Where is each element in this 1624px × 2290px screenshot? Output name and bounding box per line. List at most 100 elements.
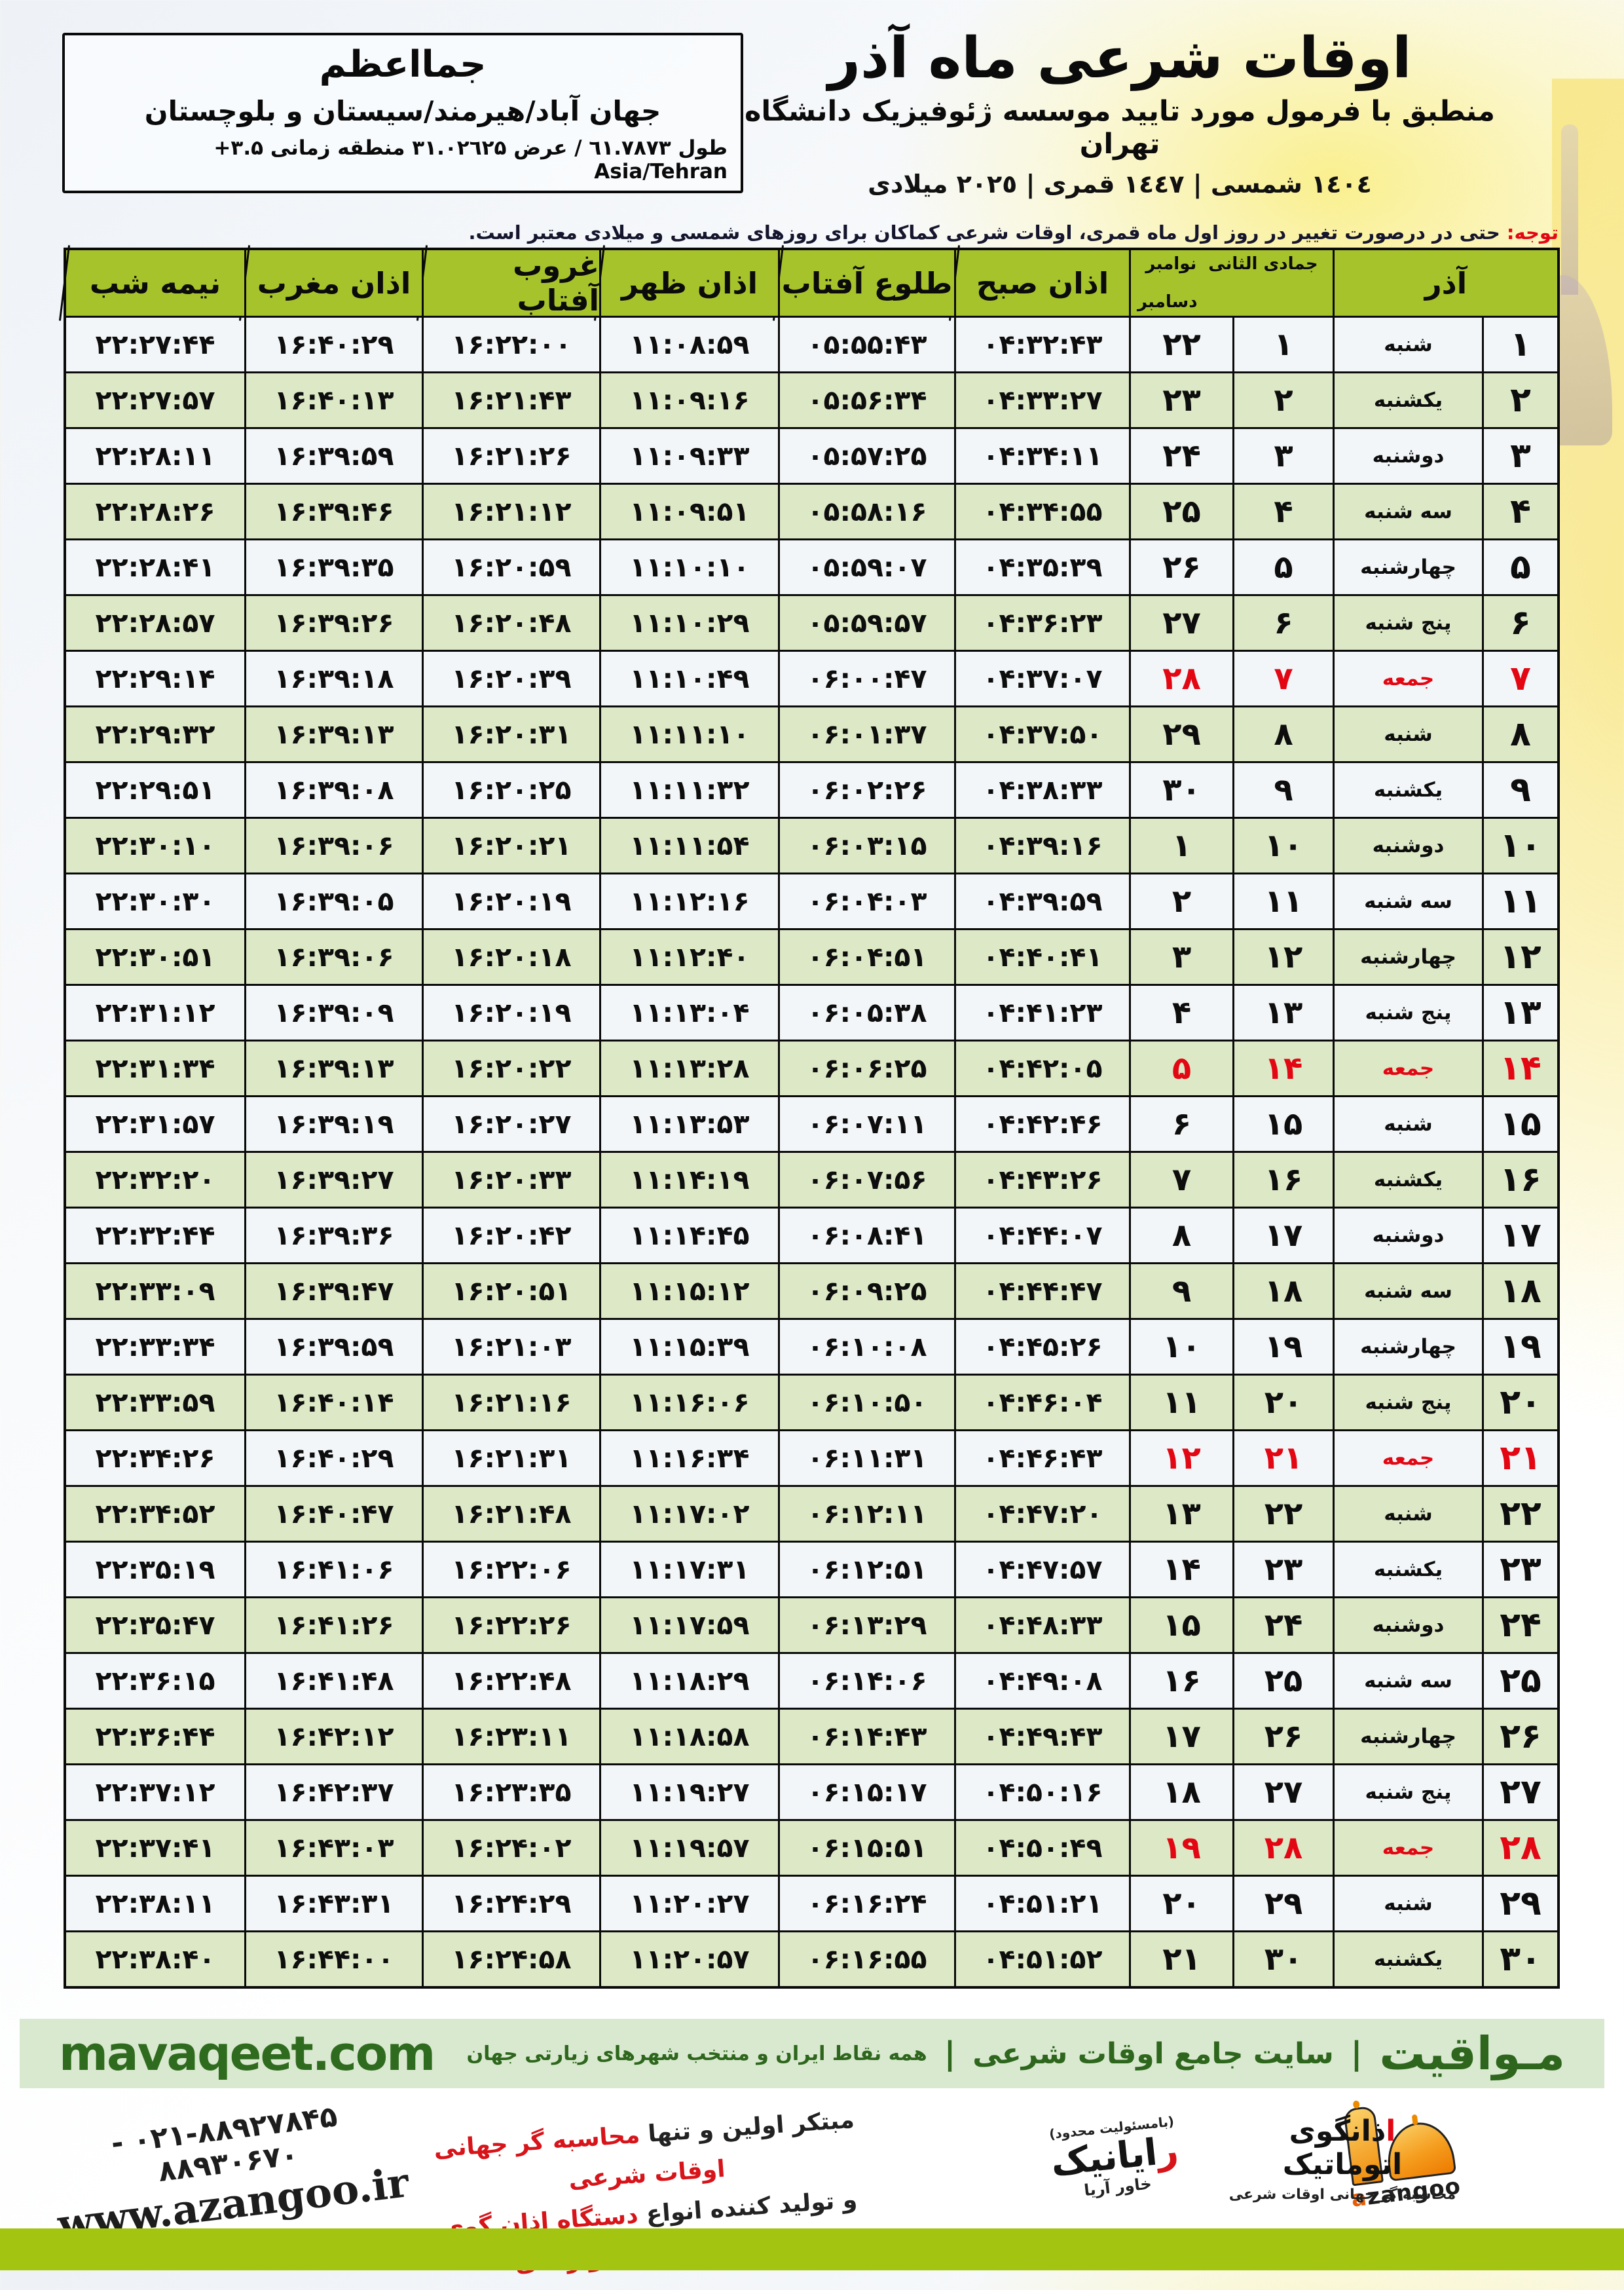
fajr-time-cell: ۰۴:۴۱:۲۳	[956, 986, 1129, 1040]
gregorian-day-cell: ۱	[1131, 819, 1232, 873]
fajr-time-cell: ۰۴:۴۶:۰۴	[956, 1376, 1129, 1429]
midnight-time-cell: ۲۲:۳۳:۵۹	[66, 1376, 244, 1429]
maghrib-time-cell: ۱۶:۳۹:۱۹	[246, 1097, 422, 1151]
azar-day-cell: ۱۹	[1484, 1320, 1557, 1374]
gregorian-day-cell: ۱۹	[1131, 1821, 1232, 1875]
dhuhr-time-cell: ۱۱:۱۱:۳۲	[601, 763, 778, 817]
maghrib-time-cell: ۱۶:۴۱:۲۶	[246, 1598, 422, 1652]
maghrib-time-cell: ۱۶:۳۹:۱۳	[246, 1042, 422, 1095]
fajr-time-cell: ۰۴:۴۷:۵۷	[956, 1543, 1129, 1596]
azar-day-cell: ۲۰	[1484, 1376, 1557, 1429]
location-box: جمااعظم جهان آباد/هیرمند/سیستان و بلوچست…	[62, 33, 743, 193]
sunset-time-cell: ۱۶:۲۳:۳۵	[424, 1765, 599, 1819]
azar-day-cell: ۱۷	[1484, 1209, 1557, 1262]
fajr-time-cell: ۰۴:۳۴:۵۵	[956, 485, 1129, 538]
banner-tagline: همه نقاط ایران و منتخب شهرهای زیارتی جها…	[466, 2042, 927, 2065]
sunset-time-cell: ۱۶:۲۴:۰۲	[424, 1821, 599, 1875]
weekday-cell: یکشنبه	[1335, 763, 1482, 817]
sunset-time-cell: ۱۶:۲۰:۴۸	[424, 596, 599, 650]
weekday-cell: جمعه	[1335, 1431, 1482, 1485]
sunset-time-cell: ۱۶:۲۰:۲۵	[424, 763, 599, 817]
sunrise-time-cell: ۰۶:۱۰:۵۰	[780, 1376, 954, 1429]
hijri-day-cell: ۲۳	[1234, 1543, 1333, 1596]
sunset-time-cell: ۱۶:۲۱:۳۱	[424, 1431, 599, 1485]
hijri-day-cell: ۳	[1234, 429, 1333, 483]
page-title: اوقات شرعی ماه آذر	[828, 26, 1412, 91]
page-header: اوقات شرعی ماه آذر منطبق با فرمول مورد ت…	[39, 26, 1585, 216]
sunrise-time-cell: ۰۶:۰۹:۲۵	[780, 1264, 954, 1318]
sunset-time-cell: ۱۶:۲۱:۴۸	[424, 1487, 599, 1541]
sunrise-time-cell: ۰۵:۵۷:۲۵	[780, 429, 954, 483]
weekday-cell: پنج شنبه	[1335, 596, 1482, 650]
maghrib-time-cell: ۱۶:۳۹:۰۶	[246, 819, 422, 873]
sunrise-time-cell: ۰۶:۱۳:۲۹	[780, 1598, 954, 1652]
sunrise-time-cell: ۰۵:۵۹:۰۷	[780, 540, 954, 594]
weekday-cell: سه شنبه	[1335, 1654, 1482, 1708]
fajr-time-cell: ۰۴:۴۹:۴۳	[956, 1710, 1129, 1763]
sunset-time-cell: ۱۶:۲۲:۰۶	[424, 1543, 599, 1596]
fajr-time-cell: ۰۴:۴۸:۳۳	[956, 1598, 1129, 1652]
maghrib-time-cell: ۱۶:۳۹:۰۵	[246, 874, 422, 928]
dhuhr-time-cell: ۱۱:۱۳:۲۸	[601, 1042, 778, 1095]
page-subtitle: منطبق با فرمول مورد تایید موسسه ژئوفیزیک…	[745, 94, 1495, 160]
col-header-december: دسامبر	[1137, 292, 1198, 312]
weekday-cell: شنبه	[1335, 1877, 1482, 1930]
col-header-midnight: نیمه شب	[58, 245, 244, 321]
hijri-day-cell: ۲۴	[1234, 1598, 1333, 1652]
sunset-time-cell: ۱۶:۲۱:۱۲	[424, 485, 599, 538]
maghrib-time-cell: ۱۶:۳۹:۱۳	[246, 707, 422, 761]
midnight-time-cell: ۲۲:۲۷:۴۴	[66, 318, 244, 371]
dhuhr-time-cell: ۱۱:۱۰:۴۹	[601, 652, 778, 705]
fajr-time-cell: ۰۴:۴۷:۲۰	[956, 1487, 1129, 1541]
col-header-hijri-month: جمادی الثانی	[1208, 254, 1318, 274]
dhuhr-time-cell: ۱۱:۰۸:۵۹	[601, 318, 778, 371]
location-title: جمااعظم	[319, 43, 487, 86]
dhuhr-time-cell: ۱۱:۱۰:۱۰	[601, 540, 778, 594]
fajr-time-cell: ۰۴:۴۶:۴۳	[956, 1431, 1129, 1485]
midnight-time-cell: ۲۲:۲۸:۱۱	[66, 429, 244, 483]
azar-day-cell: ۲۴	[1484, 1598, 1557, 1652]
weekday-cell: یکشنبه	[1335, 1153, 1482, 1207]
midnight-time-cell: ۲۲:۲۸:۴۱	[66, 540, 244, 594]
sunset-time-cell: ۱۶:۲۰:۳۱	[424, 707, 599, 761]
midnight-time-cell: ۲۲:۲۹:۵۱	[66, 763, 244, 817]
azar-day-cell: ۲۳	[1484, 1543, 1557, 1596]
midnight-time-cell: ۲۲:۲۸:۲۶	[66, 485, 244, 538]
azangoo-persian-sub: محاسبه گر جهانی اوقات شرعی	[1228, 2187, 1456, 2203]
azar-day-cell: ۱۰	[1484, 819, 1557, 873]
weekday-cell: پنج شنبه	[1335, 986, 1482, 1040]
fajr-time-cell: ۰۴:۳۶:۲۳	[956, 596, 1129, 650]
weekday-cell: یکشنبه	[1335, 373, 1482, 427]
azar-day-cell: ۳	[1484, 429, 1557, 483]
notice-text: حتی در درصورت تغییر در روز اول ماه قمری،…	[468, 221, 1507, 244]
col-header-dhuhr: اذان ظهر	[593, 245, 778, 321]
sunset-time-cell: ۱۶:۲۰:۱۹	[424, 986, 599, 1040]
dhuhr-time-cell: ۱۱:۱۲:۱۶	[601, 874, 778, 928]
maghrib-time-cell: ۱۶:۳۹:۱۸	[246, 652, 422, 705]
dhuhr-time-cell: ۱۱:۱۶:۳۴	[601, 1431, 778, 1485]
azar-day-cell: ۳۰	[1484, 1932, 1557, 1986]
sunset-time-cell: ۱۶:۲۰:۲۱	[424, 819, 599, 873]
sunrise-time-cell: ۰۶:۰۰:۴۷	[780, 652, 954, 705]
gregorian-day-cell: ۴	[1131, 986, 1232, 1040]
hijri-day-cell: ۶	[1234, 596, 1333, 650]
weekday-cell: دوشنبه	[1335, 429, 1482, 483]
midnight-time-cell: ۲۲:۳۱:۱۲	[66, 986, 244, 1040]
col-header-sunrise: طلوع آفتاب	[772, 245, 954, 321]
sunset-time-cell: ۱۶:۲۰:۳۳	[424, 1153, 599, 1207]
weekday-cell: سه شنبه	[1335, 485, 1482, 538]
weekday-cell: یکشنبه	[1335, 1543, 1482, 1596]
fajr-time-cell: ۰۴:۴۳:۲۶	[956, 1153, 1129, 1207]
midnight-time-cell: ۲۲:۳۵:۱۹	[66, 1543, 244, 1596]
fajr-time-cell: ۰۴:۵۱:۲۱	[956, 1877, 1129, 1930]
azar-day-cell: ۱	[1484, 318, 1557, 371]
sunset-time-cell: ۱۶:۲۰:۵۹	[424, 540, 599, 594]
dhuhr-time-cell: ۱۱:۲۰:۵۷	[601, 1932, 778, 1986]
midnight-time-cell: ۲۲:۳۰:۱۰	[66, 819, 244, 873]
midnight-time-cell: ۲۲:۳۸:۱۱	[66, 1877, 244, 1930]
hijri-day-cell: ۱۵	[1234, 1097, 1333, 1151]
weekday-cell: پنج شنبه	[1335, 1376, 1482, 1429]
dhuhr-time-cell: ۱۱:۱۴:۴۵	[601, 1209, 778, 1262]
midnight-time-cell: ۲۲:۳۱:۳۴	[66, 1042, 244, 1095]
dhuhr-time-cell: ۱۱:۰۹:۵۱	[601, 485, 778, 538]
